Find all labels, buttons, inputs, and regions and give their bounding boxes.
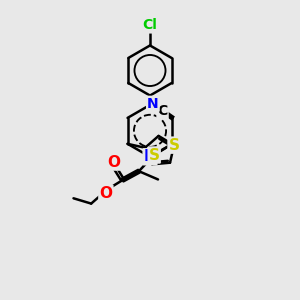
Text: C: C: [158, 104, 168, 118]
Text: N: N: [144, 149, 156, 164]
Text: Cl: Cl: [142, 18, 158, 32]
Text: S: S: [169, 138, 179, 153]
Text: S: S: [149, 148, 160, 163]
Text: N: N: [147, 97, 159, 111]
Text: O: O: [99, 186, 112, 201]
Text: O: O: [107, 154, 120, 169]
